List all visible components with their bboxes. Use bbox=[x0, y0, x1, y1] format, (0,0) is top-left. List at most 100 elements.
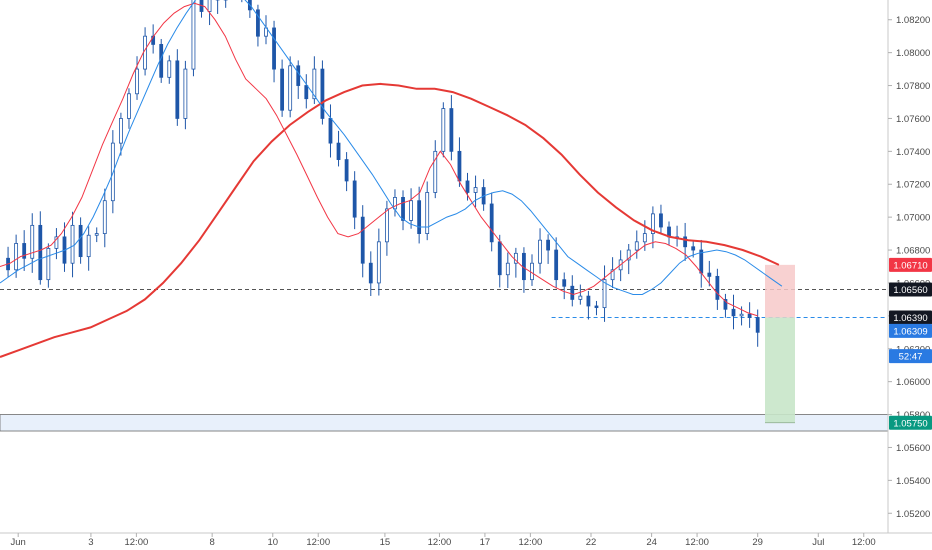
candle-body bbox=[167, 60, 172, 78]
candle-body bbox=[14, 243, 19, 271]
candle-body bbox=[513, 252, 518, 264]
candle-body bbox=[360, 216, 365, 264]
x-tick-label: 12:00 bbox=[852, 537, 876, 548]
candle-body bbox=[739, 313, 744, 317]
level-lines bbox=[0, 289, 888, 318]
candle-body bbox=[602, 279, 607, 309]
x-tick-label: Jul bbox=[812, 537, 824, 548]
candle-body bbox=[312, 68, 317, 100]
price-labels: 1.06710 1.06560 1.06390 1.06309 52:47 1.05750 bbox=[889, 257, 932, 430]
candle-body bbox=[207, 0, 212, 12]
price-label-box bbox=[889, 310, 932, 325]
price-label-105750: 1.05750 bbox=[889, 415, 932, 430]
candles bbox=[6, 0, 760, 347]
stop-loss-zone[interactable] bbox=[765, 264, 795, 318]
x-tick-label: Jun bbox=[11, 537, 26, 548]
candle-body bbox=[272, 27, 276, 70]
candle-body bbox=[497, 241, 502, 276]
x-tick-label: 22 bbox=[586, 537, 597, 548]
candle-body bbox=[465, 180, 470, 193]
candle-body bbox=[86, 234, 91, 258]
candle-body bbox=[650, 213, 655, 234]
candle-body bbox=[94, 233, 99, 236]
candle-body bbox=[78, 224, 83, 258]
candle-body bbox=[183, 68, 188, 119]
candle-body bbox=[449, 108, 454, 152]
candle-body bbox=[38, 224, 43, 281]
candle-body bbox=[755, 317, 760, 333]
candle-body bbox=[328, 118, 333, 144]
candle-body bbox=[344, 159, 349, 182]
y-tick-label: 1.07800 bbox=[896, 81, 930, 92]
candle-body bbox=[578, 295, 583, 300]
candle-body bbox=[409, 200, 413, 221]
support-zone bbox=[0, 414, 889, 432]
x-tick-label: 24 bbox=[646, 537, 657, 548]
candle-body bbox=[384, 208, 389, 243]
price-label-box bbox=[889, 415, 932, 430]
candle-body bbox=[352, 180, 357, 218]
price-label-box bbox=[889, 257, 932, 272]
x-tick-label: 17 bbox=[480, 537, 491, 548]
y-tick-label: 1.05800 bbox=[896, 410, 930, 421]
candle-body bbox=[691, 246, 696, 251]
candle-body bbox=[626, 249, 631, 261]
ema-blue-line bbox=[0, 0, 783, 295]
y-tick-label: 1.05400 bbox=[896, 476, 930, 487]
ema-red-line bbox=[0, 2, 758, 317]
y-tick-label: 1.07400 bbox=[896, 147, 930, 158]
candle-body bbox=[30, 224, 35, 259]
candle-body bbox=[304, 85, 309, 100]
candle-body bbox=[417, 200, 422, 234]
y-tick-label: 1.05200 bbox=[896, 509, 930, 520]
x-tick-label: 12:00 bbox=[518, 537, 542, 548]
candle-body bbox=[489, 203, 494, 243]
candle-body bbox=[747, 313, 752, 318]
time-axis[interactable]: Jun 3 12:00 8 10 12:00 15 12:00 17 12:00 22 24 12:00… bbox=[0, 532, 932, 548]
price-label-text: 1.06390 bbox=[893, 313, 927, 324]
candle-body bbox=[102, 200, 107, 234]
candle-body bbox=[175, 60, 180, 119]
candle-body bbox=[433, 150, 438, 193]
candle-body bbox=[723, 299, 728, 310]
price-label-106309: 1.06309 bbox=[889, 323, 932, 338]
candle-body bbox=[554, 249, 559, 281]
x-tick-label: 15 bbox=[380, 537, 391, 548]
y-tick-label: 1.07200 bbox=[896, 180, 930, 191]
candle-body bbox=[546, 239, 551, 251]
candle-body bbox=[505, 262, 510, 276]
candle-body bbox=[127, 93, 131, 119]
candle-body bbox=[296, 65, 301, 86]
x-tick-label: 29 bbox=[752, 537, 763, 548]
candle-body bbox=[530, 262, 534, 281]
candle-body bbox=[594, 305, 599, 309]
candle-body bbox=[54, 236, 59, 249]
candle-body bbox=[336, 142, 341, 160]
take-profit-zone[interactable] bbox=[765, 317, 795, 423]
candle-body bbox=[457, 150, 462, 182]
candle-body bbox=[570, 285, 575, 300]
price-label-box bbox=[889, 349, 932, 364]
candle-body bbox=[731, 308, 736, 317]
candle-body bbox=[659, 213, 663, 228]
y-tick-label: 1.05600 bbox=[896, 443, 930, 454]
x-tick-label: 12:00 bbox=[685, 537, 709, 548]
x-tick-label: 3 bbox=[88, 537, 93, 548]
candle-body bbox=[119, 118, 123, 144]
candle-body bbox=[699, 249, 704, 274]
candle-body bbox=[320, 68, 325, 119]
candle-body bbox=[425, 192, 430, 234]
candle-body bbox=[562, 279, 567, 287]
x-tick-label: 12:00 bbox=[306, 537, 330, 548]
price-label-text: 1.06309 bbox=[893, 326, 927, 337]
price-label-text: 1.05750 bbox=[893, 418, 927, 429]
x-tick-label: 8 bbox=[210, 537, 215, 548]
candle-body bbox=[473, 187, 478, 193]
price-label-text: 52:47 bbox=[899, 352, 923, 363]
ma-200-line bbox=[0, 82, 780, 358]
position-box[interactable] bbox=[765, 264, 795, 424]
candle-body bbox=[634, 241, 639, 251]
candle-body bbox=[586, 295, 591, 307]
x-tick-label: 12:00 bbox=[428, 537, 452, 548]
